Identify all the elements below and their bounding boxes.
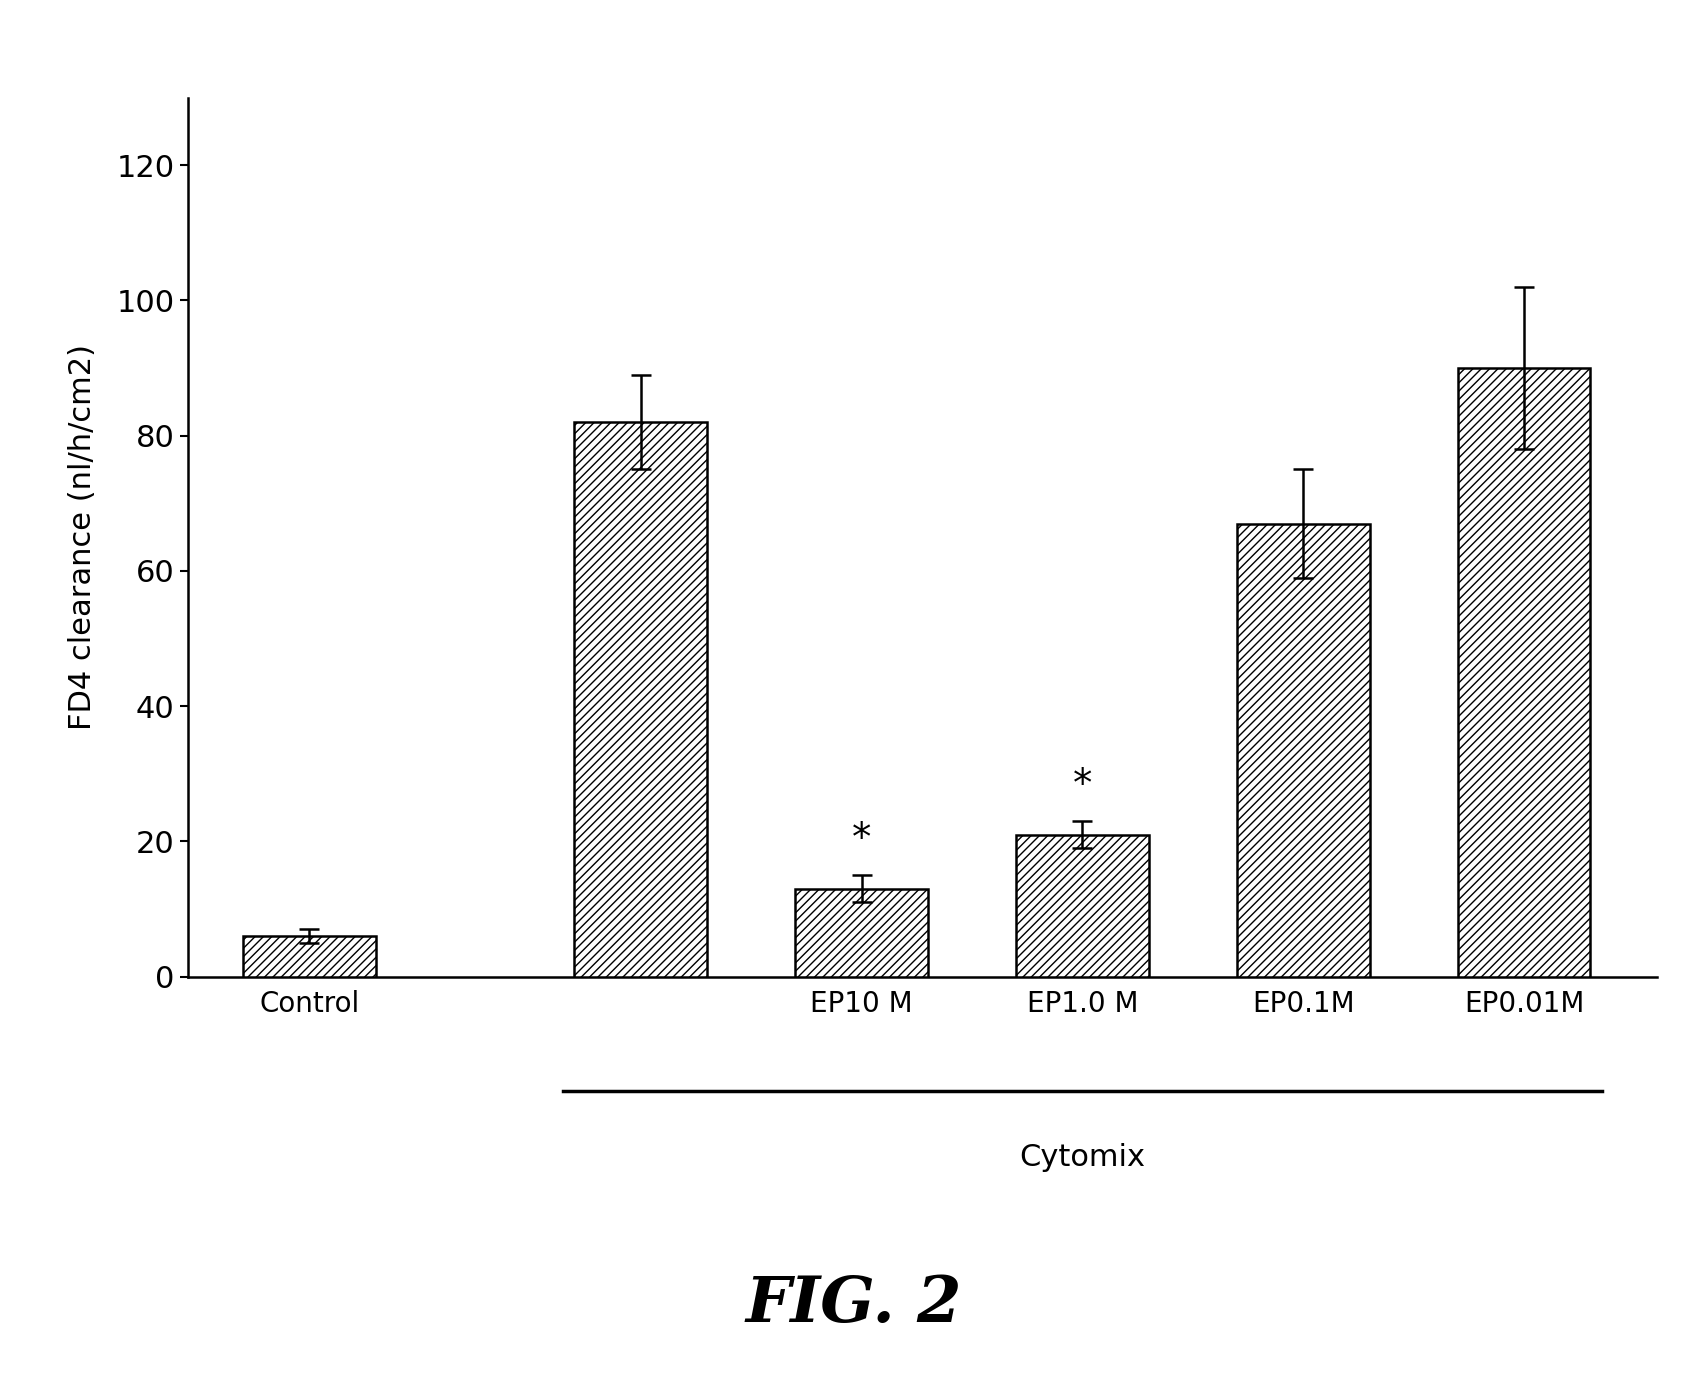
Bar bbox=[1016, 834, 1149, 976]
Bar bbox=[242, 936, 376, 976]
Bar bbox=[574, 423, 707, 976]
Text: *: * bbox=[852, 820, 871, 858]
Bar bbox=[795, 889, 927, 976]
Bar bbox=[1458, 368, 1589, 976]
Bar bbox=[1236, 523, 1369, 976]
Text: Cytomix: Cytomix bbox=[1019, 1144, 1145, 1172]
Text: *: * bbox=[1072, 766, 1091, 804]
Y-axis label: FD4 clearance (nl/h/cm2): FD4 clearance (nl/h/cm2) bbox=[68, 345, 97, 730]
Text: FIG. 2: FIG. 2 bbox=[746, 1274, 961, 1335]
